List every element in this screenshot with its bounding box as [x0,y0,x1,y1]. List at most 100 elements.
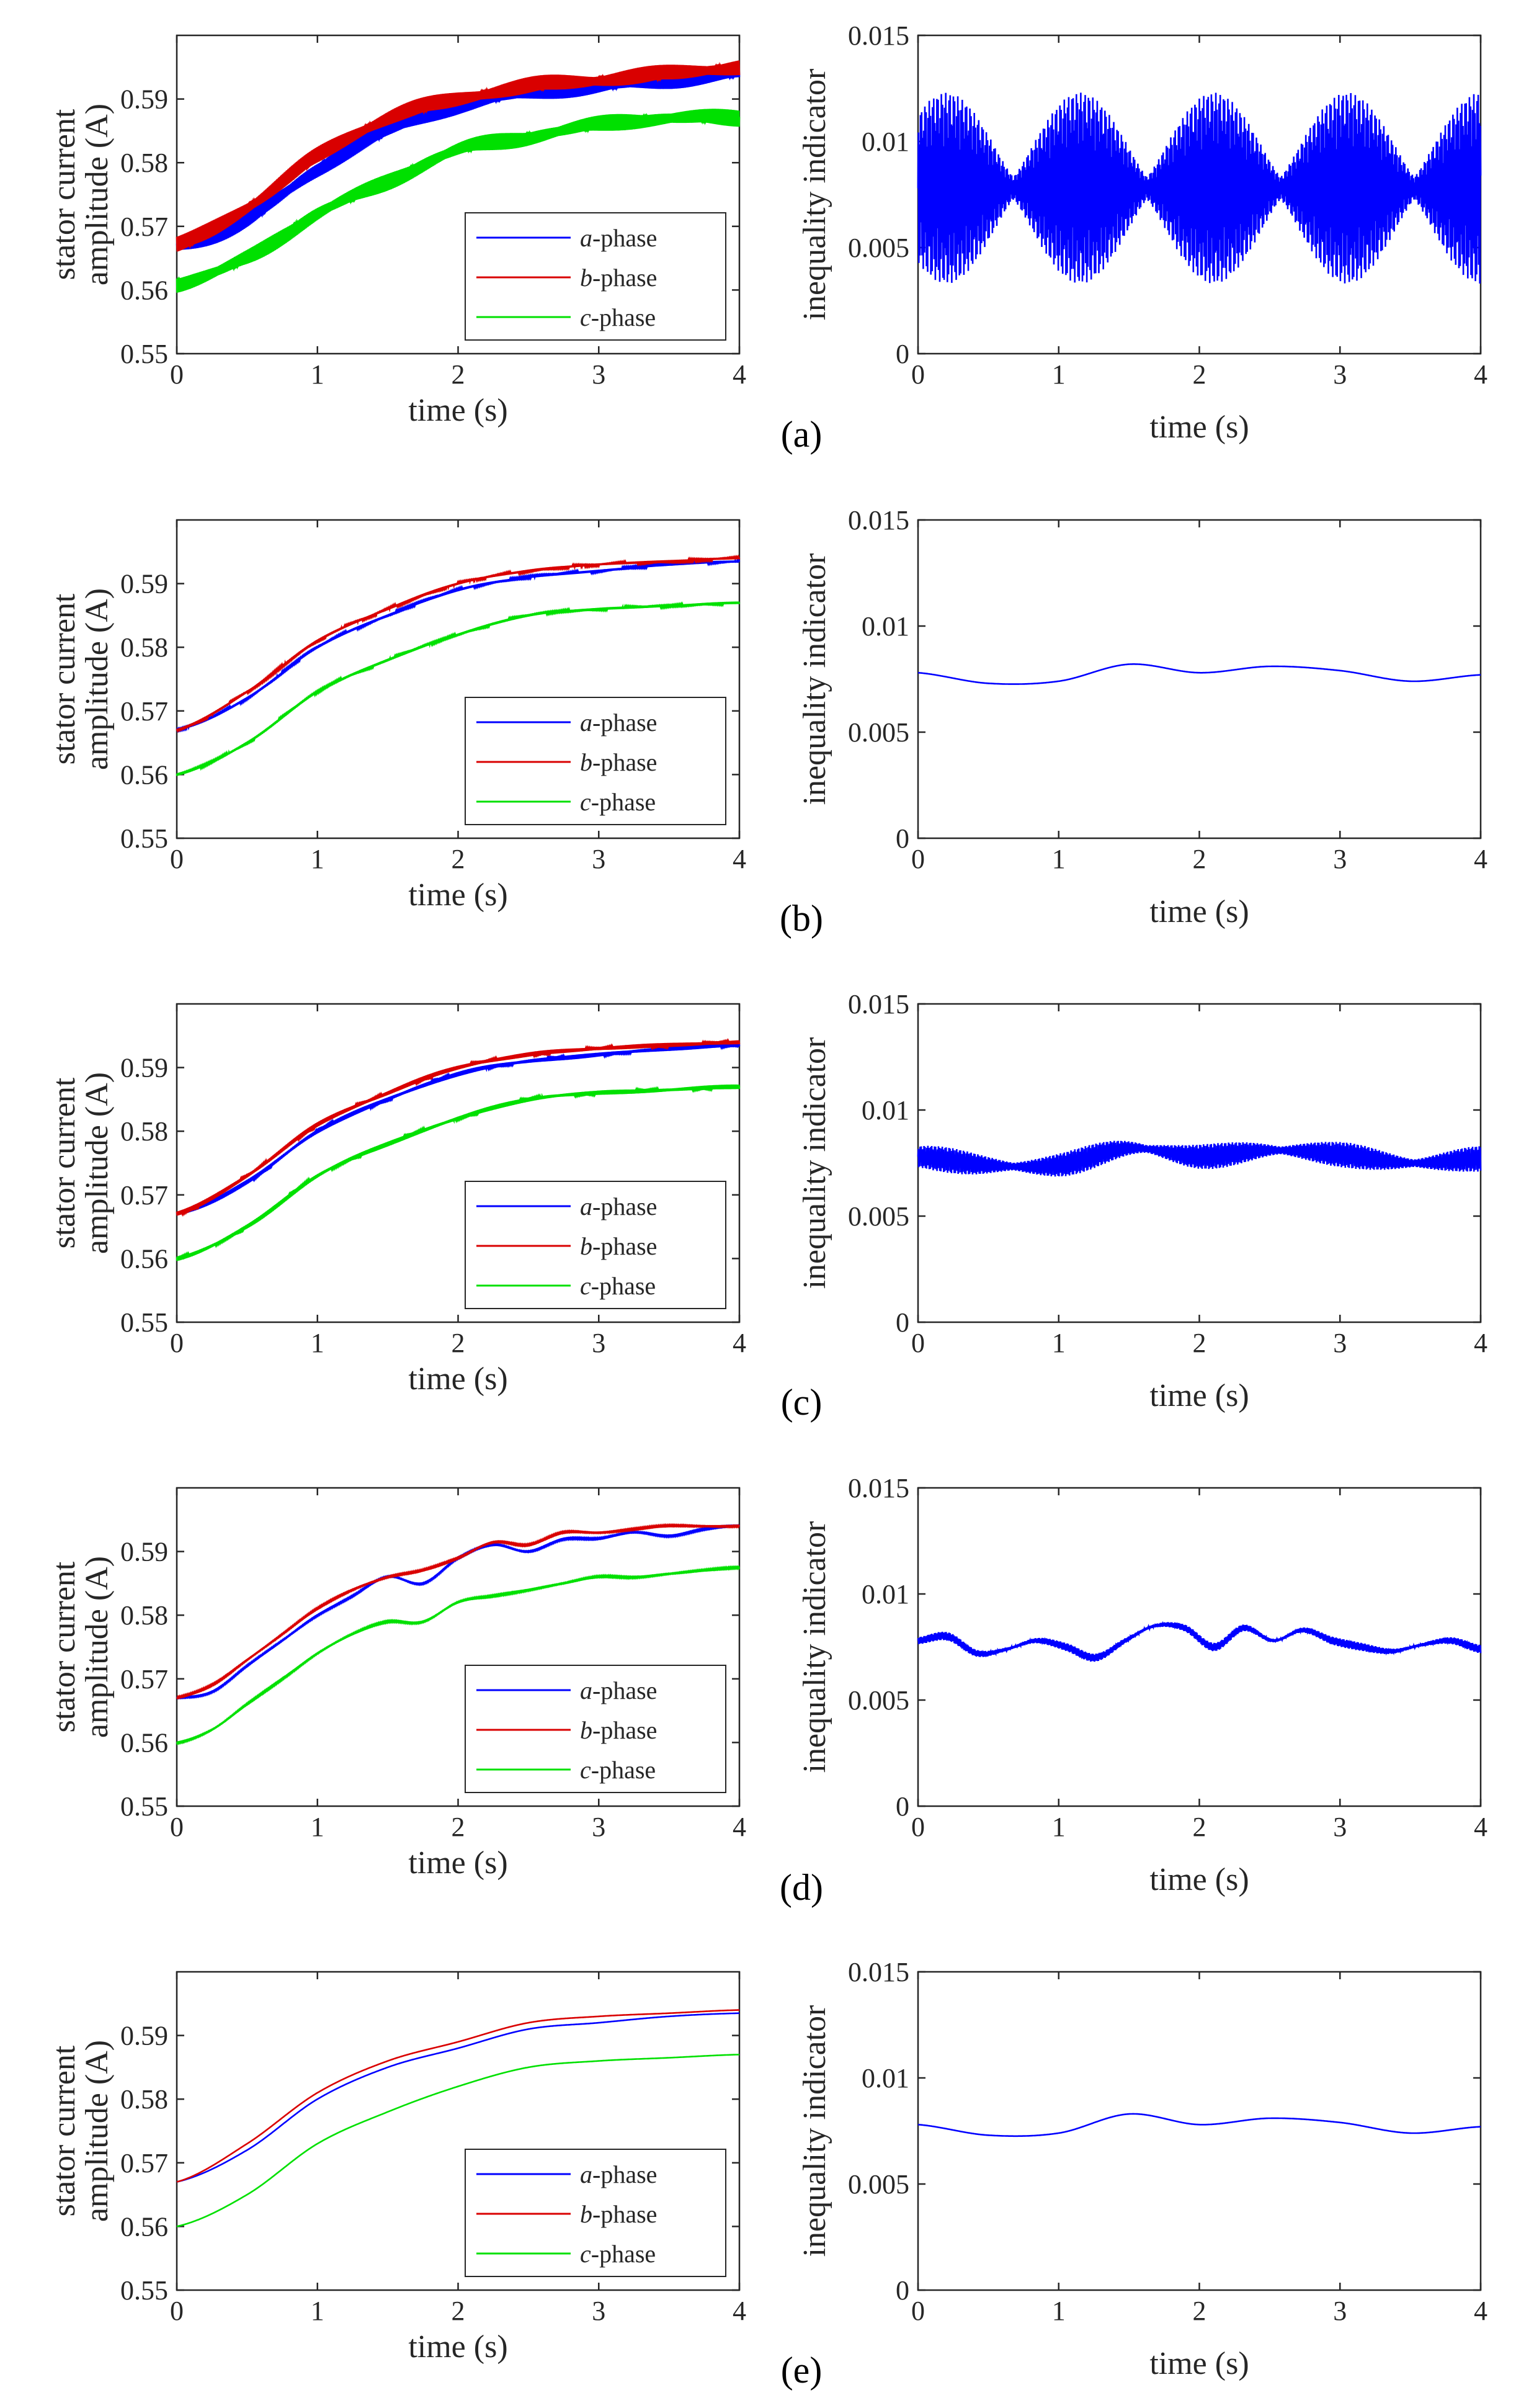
y-tick-label: 0.56 [120,1243,168,1274]
y-tick-label: 0.56 [120,2211,168,2242]
axes-b-left: 0 1 2 3 4 0.55 0.56 0.57 0.58 0.59 time (s) stator … [47,519,746,913]
y-tick-label: 0.59 [120,1537,168,1567]
x-tick-label: 2 [452,359,465,390]
y-tick-label: 0.015 [848,1473,909,1503]
panel-label: (b) [780,898,823,939]
x-tick-label: 1 [311,359,324,390]
x-axis-label: time (s) [1149,410,1249,445]
legend-entry: b-phase [580,2200,657,2228]
y-tick-label: 0 [896,823,909,854]
y-tick-label: 0.57 [120,1180,168,1211]
y-axis-label: inequality indicator [797,2005,832,2257]
x-tick-label: 0 [170,1328,184,1358]
legend-entry: c-phase [580,788,656,816]
legend-entry: b-phase [580,748,657,776]
y-tick-label: 0.01 [862,1579,909,1609]
series-line-a-phase [176,557,741,733]
axes-box [917,1971,1482,2291]
x-tick-label: 2 [1193,2296,1206,2326]
y-tick-label: 0.55 [120,1791,168,1822]
series-line-inequality [917,663,1481,685]
y-axis-label: inequality indicator [797,553,832,805]
x-tick-label: 1 [1052,359,1066,390]
y-axis-label: amplitude (A) [79,2040,115,2222]
y-axis-label: amplitude (A) [79,104,115,285]
series-line-c-phase [176,1565,741,1746]
x-tick-label: 1 [311,2296,324,2326]
y-tick-label: 0.01 [862,611,909,642]
legend-entry: a-phase [580,1193,657,1220]
x-tick-label: 3 [1333,1328,1347,1358]
x-tick-label: 0 [170,359,184,390]
y-axis-label: stator current [47,109,82,280]
x-axis-label: time (s) [408,1361,507,1397]
y-tick-label: 0.015 [848,20,909,51]
legend: a-phase b-phase c-phase [465,2149,726,2277]
y-tick-label: 0.55 [120,823,168,854]
legend-entry: c-phase [580,303,656,331]
x-axis-label: time (s) [408,877,507,913]
y-tick-label: 0.57 [120,696,168,727]
y-tick-label: 0.59 [120,1053,168,1083]
series-line-b-phase [176,60,741,252]
x-tick-label: 2 [1193,1812,1206,1842]
series-line-a-phase [176,2012,739,2183]
x-tick-label: 2 [1193,844,1206,874]
y-tick-label: 0.005 [848,1201,909,1232]
y-tick-label: 0.01 [862,1095,909,1126]
y-tick-label: 0.01 [862,127,909,157]
x-tick-label: 0 [911,2296,925,2326]
series-line-c-phase [176,601,741,776]
x-tick-label: 3 [1333,359,1347,390]
y-tick-label: 0.57 [120,212,168,242]
x-tick-label: 4 [1474,2296,1487,2326]
x-tick-label: 0 [170,844,184,874]
y-axis-label: amplitude (A) [79,588,115,770]
y-tick-label: 0.58 [120,148,168,178]
axes-e-right: 0 1 2 3 4 0 0.005 0.01 0.015 time (s) inequality i… [797,1957,1487,2381]
axes-a-left: 0 1 2 3 4 0.55 0.56 0.57 0.58 0.59 time (s) stator … [47,34,746,428]
y-tick-label: 0.015 [848,505,909,535]
y-tick-label: 0 [896,339,909,369]
panel-label: (c) [781,1382,823,1423]
legend: a-phase b-phase c-phase [465,697,726,825]
x-tick-label: 1 [1052,844,1066,874]
panel-label: (e) [781,2350,823,2391]
y-tick-label: 0.58 [120,1116,168,1147]
y-tick-label: 0.57 [120,1664,168,1694]
y-tick-label: 0 [896,1307,909,1338]
y-axis-label: stator current [47,1077,82,1248]
y-axis-label: stator current [47,593,82,764]
x-tick-label: 0 [911,359,925,390]
x-tick-label: 0 [170,2296,184,2326]
x-tick-label: 4 [733,1328,746,1358]
x-tick-label: 3 [592,359,605,390]
x-tick-label: 4 [733,1812,746,1842]
series-line-a-phase [176,1043,741,1215]
x-tick-label: 2 [1193,1328,1206,1358]
y-tick-label: 0.57 [120,2148,168,2178]
panel-label: (d) [780,1867,823,1908]
y-tick-label: 0.58 [120,632,168,663]
x-tick-label: 4 [1474,844,1487,874]
y-tick-label: 0.01 [862,2063,909,2093]
series-line-c-phase [176,2054,739,2227]
y-tick-label: 0.59 [120,569,168,599]
x-tick-label: 2 [452,1328,465,1358]
x-tick-label: 3 [592,1812,605,1842]
y-tick-label: 0.005 [848,2169,909,2200]
axes-a-right: 0 1 2 3 4 0 0.005 0.01 0.015 time (s) inequality i… [797,20,1487,445]
x-tick-label: 3 [1333,1812,1347,1842]
x-axis-label: time (s) [1149,1378,1249,1413]
axes-box [917,1487,1482,1807]
x-tick-label: 4 [733,844,746,874]
legend-box [465,212,726,341]
legend: a-phase b-phase c-phase [465,1665,726,1793]
x-tick-label: 4 [1474,1812,1487,1842]
x-tick-label: 4 [733,2296,746,2326]
series-line-c-phase [176,1084,741,1261]
x-tick-label: 2 [452,1812,465,1842]
x-axis-label: time (s) [1149,894,1249,929]
x-tick-label: 1 [311,1812,324,1842]
y-tick-label: 0.59 [120,2021,168,2051]
